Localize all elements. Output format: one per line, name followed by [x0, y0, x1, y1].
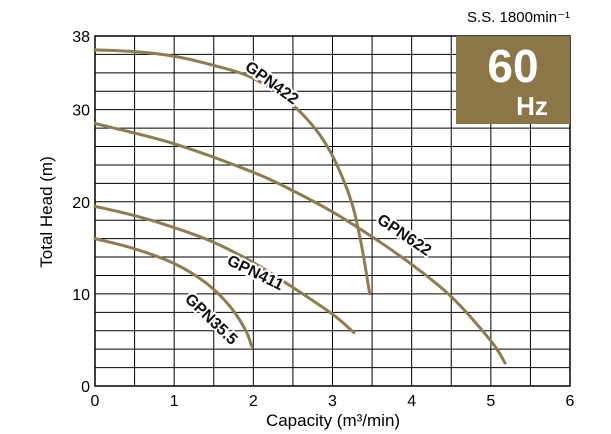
series-label-gpn622: GPN622	[374, 211, 434, 259]
y-axis-label: Total Head (m)	[37, 156, 56, 267]
y-tick-label: 38	[72, 29, 90, 46]
plot-frame	[94, 35, 571, 387]
x-tick-label: 2	[249, 393, 258, 410]
speed-note: S.S. 1800min⁻¹	[467, 9, 570, 26]
frequency-badge: 60 Hz	[456, 36, 570, 124]
frequency-unit: Hz	[516, 91, 548, 121]
series-label-gpn422: GPN422	[242, 58, 302, 108]
series-line-gpn422	[93, 48, 372, 296]
series-line-gpn622	[93, 122, 507, 365]
x-tick-label: 0	[91, 393, 100, 410]
series-label-gpn411: GPN411	[224, 252, 286, 294]
y-tick-label: 10	[72, 287, 90, 304]
performance-curves	[93, 48, 507, 365]
x-tick-label: 4	[407, 393, 416, 410]
frequency-value: 60	[487, 40, 538, 92]
x-tick-label: 6	[566, 393, 575, 410]
series-label-gpn35-5: GPN35.5	[181, 291, 240, 349]
x-tick-label: 1	[170, 393, 179, 410]
series-line-gpn411	[93, 204, 356, 335]
x-tick-label: 3	[328, 393, 337, 410]
y-tick-label: 20	[72, 195, 90, 212]
frequency-badge-background	[456, 36, 570, 124]
x-tick-label: 5	[486, 393, 495, 410]
y-tick-label: 30	[72, 103, 90, 120]
series-line-gpn35-5	[93, 237, 254, 348]
y-tick-label: 0	[81, 379, 90, 396]
y-axis-ticks: 0 10 20 30 38	[72, 29, 90, 396]
x-axis-label: Capacity (m³/min)	[266, 411, 400, 430]
x-axis-ticks: 0 1 2 3 4 5 6	[91, 393, 575, 410]
